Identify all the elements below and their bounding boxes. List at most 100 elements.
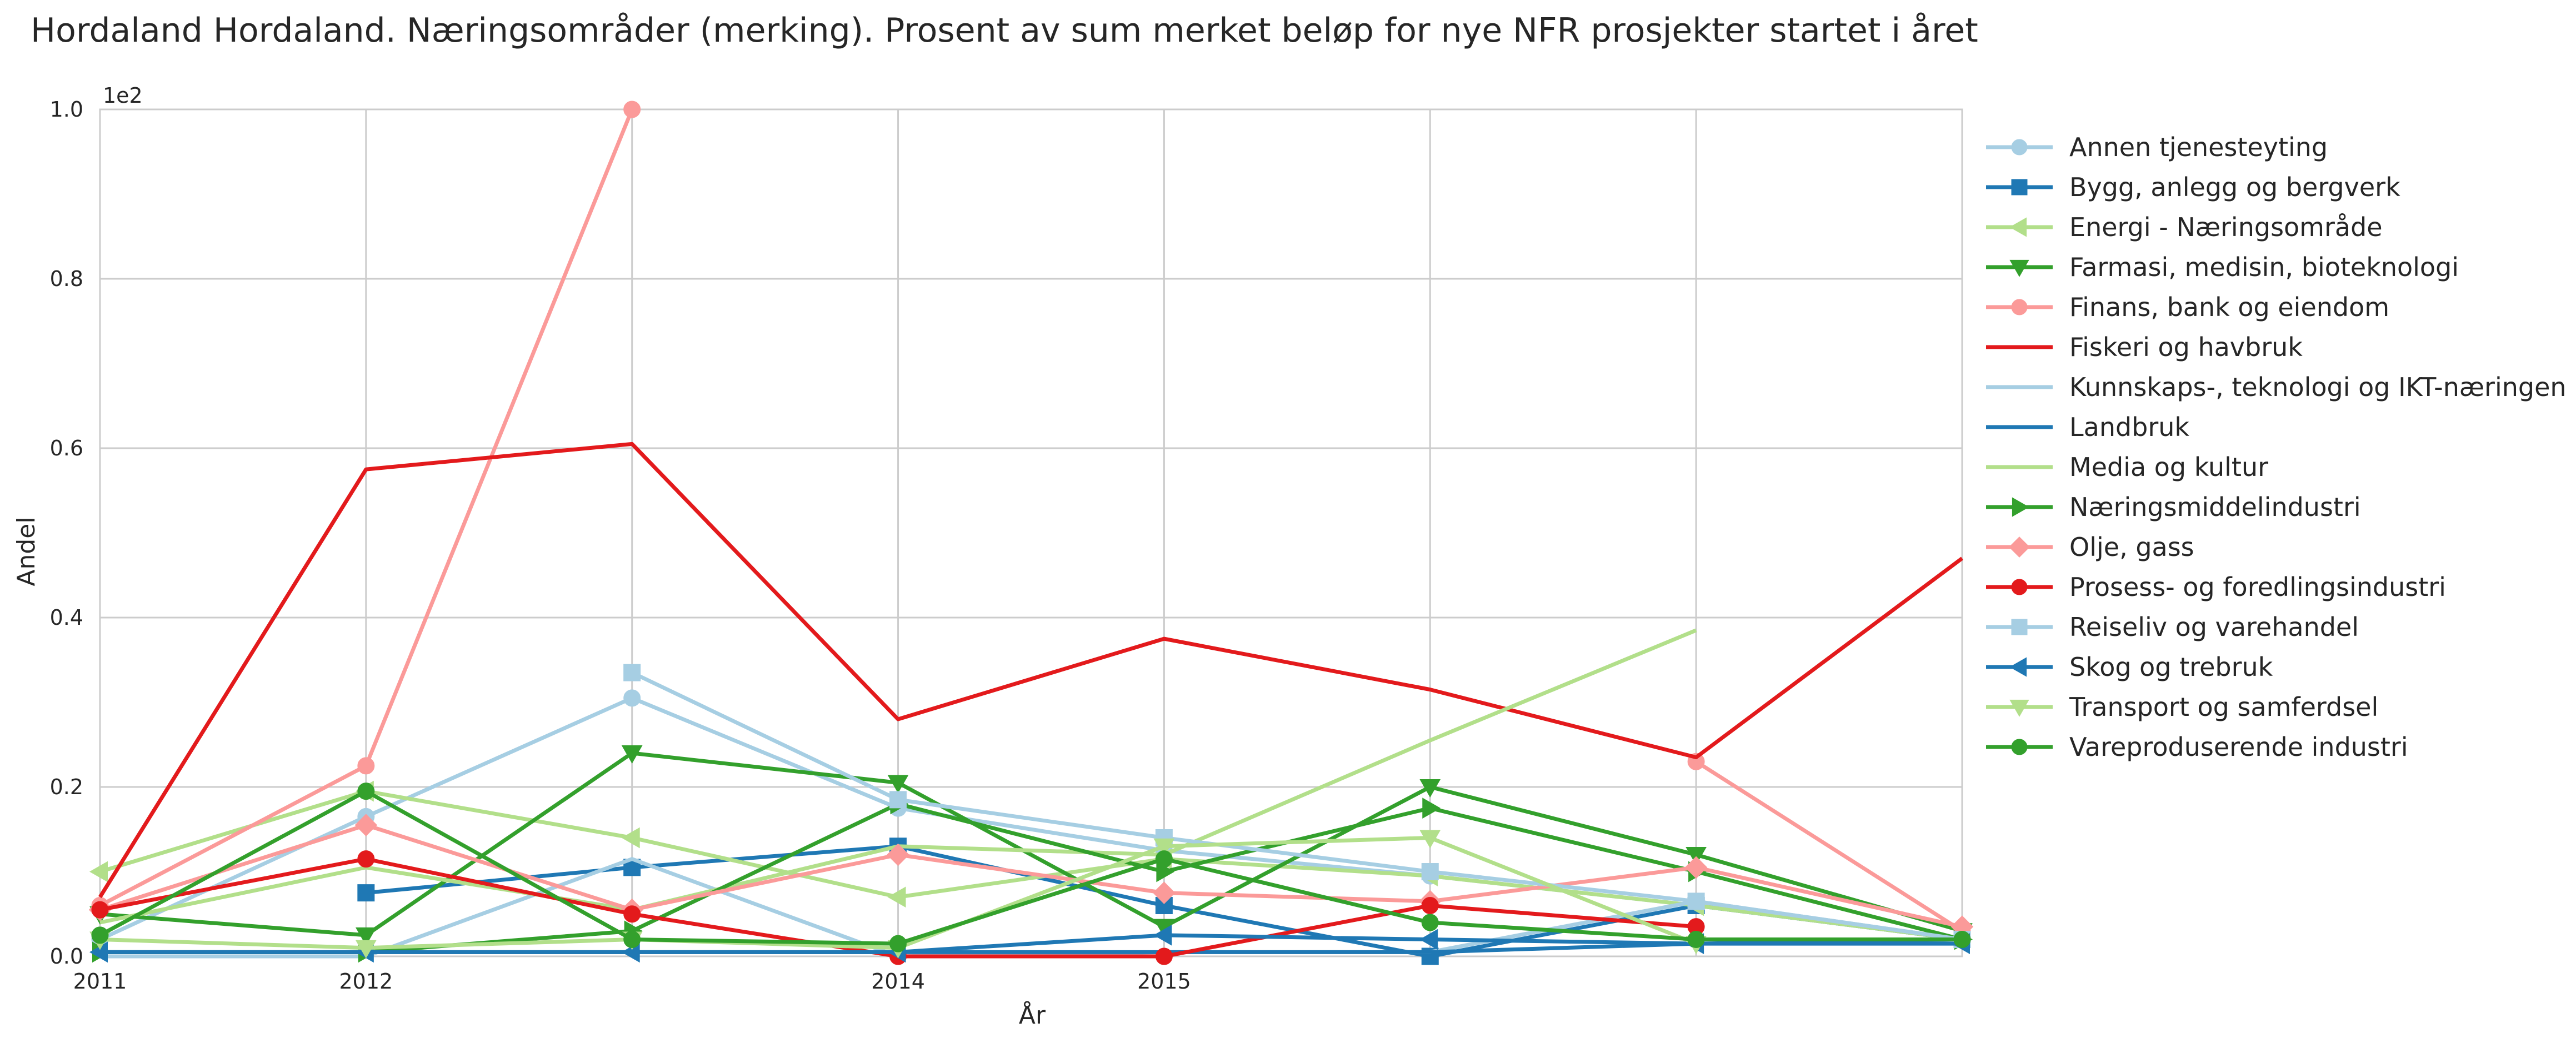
- data-point: [91, 926, 109, 944]
- series: [91, 783, 1971, 952]
- data-point: [1421, 914, 1439, 931]
- data-point: [1155, 947, 1173, 965]
- legend-item: Landbruk: [1986, 412, 2189, 442]
- data-point: [2011, 579, 2028, 595]
- data-point: [1421, 897, 1439, 914]
- legend-label: Bygg, anlegg og bergverk: [2069, 172, 2400, 202]
- data-point: [889, 935, 907, 952]
- data-point: [1687, 892, 1705, 910]
- legend-item: Energi - Næringsområde: [1986, 212, 2383, 242]
- legend-item: Finans, bank og eiendom: [1986, 292, 2389, 322]
- data-point: [1153, 881, 1176, 904]
- legend-label: Fiskeri og havbruk: [2069, 332, 2303, 362]
- legend-label: Annen tjenesteyting: [2069, 132, 2328, 162]
- legend-label: Energi - Næringsområde: [2069, 212, 2383, 242]
- data-point: [1419, 929, 1438, 950]
- y-tick-label: 0.2: [50, 775, 83, 799]
- data-point: [1419, 779, 1441, 798]
- data-point: [357, 757, 375, 775]
- x-tick-label: 2011: [73, 969, 127, 994]
- chart-title: Hordaland Hordaland. Næringsområder (mer…: [31, 11, 1978, 50]
- data-point: [89, 861, 108, 882]
- legend-item: Skog og trebruk: [1986, 652, 2273, 682]
- data-point: [357, 850, 375, 868]
- data-point: [355, 927, 377, 946]
- data-point: [2011, 739, 2028, 755]
- data-point: [2009, 657, 2027, 677]
- series-line: [100, 857, 1963, 959]
- data-point: [354, 814, 378, 836]
- data-point: [2009, 217, 2027, 237]
- data-point: [1421, 863, 1439, 880]
- series-line: [1695, 760, 1963, 933]
- legend-label: Finans, bank og eiendom: [2069, 292, 2389, 322]
- series: [91, 101, 1971, 940]
- data-point: [355, 940, 377, 959]
- legend-label: Kunnskaps-, teknologi og IKT-næringen: [2069, 372, 2567, 402]
- legend-label: Vareproduserende industri: [2069, 732, 2408, 762]
- data-point: [1684, 856, 1708, 879]
- series: [100, 857, 1963, 959]
- x-axis-label: År: [1019, 1000, 1046, 1030]
- y-ticks: 0.0 0.2 0.4 0.6 0.8 1.0: [50, 97, 83, 969]
- y-tick-label: 0.0: [50, 944, 83, 969]
- legend-label: Landbruk: [2069, 412, 2189, 442]
- y-tick-label: 0.8: [50, 267, 83, 291]
- data-point: [1155, 850, 1173, 868]
- legend-item: Prosess- og foredlingsindustri: [1986, 572, 2446, 602]
- legend-label: Skog og trebruk: [2069, 652, 2273, 682]
- data-point: [2009, 699, 2029, 717]
- legend-label: Olje, gass: [2069, 532, 2194, 562]
- legend-item: Transport og samferdsel: [1986, 692, 2378, 722]
- data-point: [623, 101, 641, 118]
- data-point: [357, 884, 375, 902]
- data-point: [2011, 139, 2028, 156]
- data-point: [2009, 536, 2030, 558]
- data-point: [2011, 619, 2028, 635]
- legend: Annen tjenesteyting Bygg, anlegg og bergv…: [1986, 132, 2567, 762]
- data-point: [2009, 259, 2029, 277]
- data-point: [2011, 299, 2028, 315]
- data-point: [887, 843, 909, 866]
- series-line: [100, 802, 1963, 954]
- data-point: [623, 931, 641, 948]
- data-point: [1685, 847, 1707, 866]
- data-point: [623, 664, 641, 681]
- legend-item: Kunnskaps-, teknologi og IKT-næringen: [1986, 372, 2567, 402]
- series-layer: [88, 101, 1974, 965]
- data-point: [623, 905, 641, 923]
- series-line: [99, 823, 1963, 929]
- data-point: [91, 901, 109, 919]
- data-point: [2011, 179, 2028, 195]
- data-point: [1687, 931, 1705, 948]
- legend-item: Fiskeri og havbruk: [1986, 332, 2303, 362]
- data-point: [621, 745, 643, 764]
- data-point: [1419, 830, 1441, 849]
- data-point: [1953, 931, 1971, 948]
- legend-item: Vareproduserende industri: [1986, 732, 2408, 762]
- legend-label: Transport og samferdsel: [2069, 692, 2378, 722]
- series-line: [99, 789, 1962, 946]
- legend-item: Annen tjenesteyting: [1986, 132, 2328, 162]
- legend-label: Næringsmiddelindustri: [2069, 492, 2361, 522]
- series-line: [98, 442, 1964, 899]
- data-point: [2012, 497, 2029, 517]
- x-ticks: 2011 2012 2014 2015: [73, 969, 1191, 994]
- series-line: [100, 933, 1962, 954]
- series: [89, 745, 1973, 946]
- legend-label: Prosess- og foredlingsindustri: [2069, 572, 2446, 602]
- legend-label: Farmasi, medisin, bioteknologi: [2069, 252, 2459, 282]
- x-tick-label: 2015: [1137, 969, 1191, 994]
- series-line: [631, 670, 1963, 941]
- series: [98, 442, 1964, 899]
- data-point: [889, 791, 907, 809]
- series-line: [99, 751, 1963, 937]
- x-tick-label: 2014: [871, 969, 925, 994]
- x-tick-label: 2012: [339, 969, 393, 994]
- y-tick-label: 0.4: [50, 605, 83, 630]
- y-tick-label: 1.0: [50, 97, 83, 122]
- legend-label: Media og kultur: [2069, 452, 2268, 482]
- data-point: [1422, 798, 1441, 819]
- legend-item: Media og kultur: [1986, 452, 2268, 482]
